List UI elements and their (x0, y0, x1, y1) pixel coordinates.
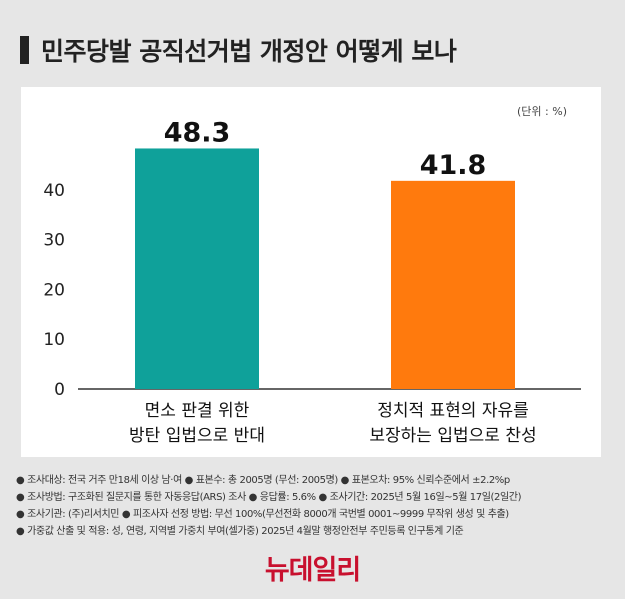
bar-value-label: 41.8 (420, 150, 487, 181)
title-marker (20, 36, 29, 64)
y-tick-label: 20 (43, 280, 65, 300)
title-group: 민주당발 공직선거법 개정안 어떻게 보나 (20, 34, 457, 66)
footnote-line: ● 가중값 산출 및 적용: 성, 연령, 지역별 가중치 부여(셀가중) 20… (16, 526, 464, 537)
bar (135, 148, 259, 389)
survey-footnotes: ● 조사대상: 전국 거주 만18세 이상 남·여 ● 표본수: 총 2005명… (16, 472, 616, 540)
x-category-label: 면소 판결 위한 (145, 401, 250, 421)
y-tick-label: 0 (54, 380, 65, 400)
brand-logo: 뉴데일리 (264, 555, 361, 586)
y-tick-label: 30 (43, 231, 65, 251)
footnote-line: ● 조사기관: (주)리서치민 ● 피조사자 선정 방법: 무선 100%(무선… (16, 509, 509, 520)
y-tick-label: 40 (43, 181, 65, 201)
footnote-line: ● 조사대상: 전국 거주 만18세 이상 남·여 ● 표본수: 총 2005명… (16, 475, 510, 486)
bar (391, 180, 515, 389)
unit-label: (단위 : %) (517, 105, 567, 118)
x-category-label: 방탄 입법으로 반대 (129, 426, 265, 446)
page-title: 민주당발 공직선거법 개정안 어떻게 보나 (41, 37, 457, 66)
bar-value-label: 48.3 (164, 117, 231, 148)
x-category-label: 보장하는 입법으로 찬성 (369, 426, 536, 446)
y-tick-label: 10 (43, 330, 65, 350)
footnote-line: ● 조사방법: 구조화된 질문지를 통한 자동응답(ARS) 조사 ● 응답률:… (16, 492, 522, 503)
x-category-label: 정치적 표현의 자유를 (377, 401, 529, 421)
